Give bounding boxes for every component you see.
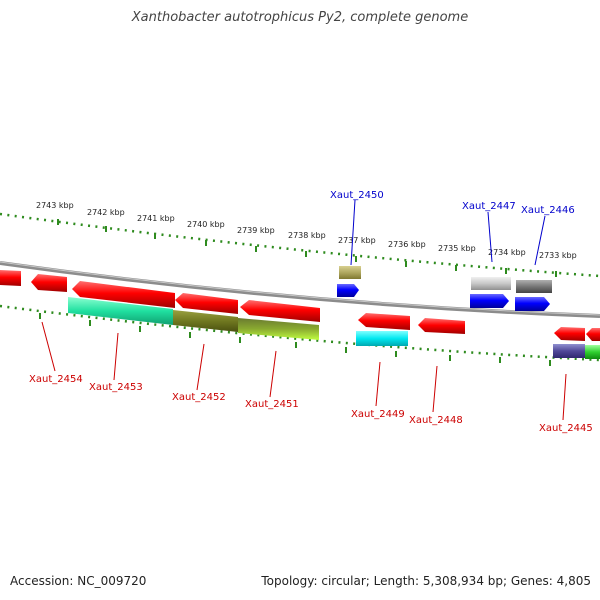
genome-backbone bbox=[0, 261, 600, 318]
gene-arrow bbox=[554, 327, 585, 341]
feature-block bbox=[553, 344, 585, 358]
gene-arrow bbox=[72, 281, 175, 308]
feature-block bbox=[173, 310, 238, 332]
gene-label: Xaut_2445 bbox=[539, 423, 593, 434]
scale-tick-label: 2741 kbp bbox=[137, 214, 175, 223]
forward-label-leaders bbox=[350, 199, 546, 266]
scale-major-ticks bbox=[57, 219, 557, 277]
gene-arrow bbox=[358, 313, 410, 330]
scale-tick-label: 2740 kbp bbox=[187, 220, 225, 229]
gene-label: Xaut_2450 bbox=[330, 190, 384, 201]
feature-block bbox=[471, 277, 511, 290]
forward-gene-labels: Xaut_2450 Xaut_2447 Xaut_2446 bbox=[330, 190, 575, 216]
scale-tick-label: 2733 kbp bbox=[539, 251, 577, 260]
gene-arrow bbox=[337, 284, 359, 297]
feature-block bbox=[339, 266, 361, 279]
gene-arrow bbox=[175, 293, 238, 314]
gene-arrow bbox=[418, 318, 465, 334]
gene-label: Xaut_2448 bbox=[409, 415, 463, 426]
genome-summary: Topology: circular; Length: 5,308,934 bp… bbox=[261, 574, 591, 588]
feature-block bbox=[356, 331, 408, 346]
scale-tick-labels: 2743 kbp 2742 kbp 2741 kbp 2740 kbp 2739… bbox=[36, 201, 577, 260]
scale-tick-label: 2738 kbp bbox=[288, 231, 326, 240]
gene-label: Xaut_2452 bbox=[172, 392, 226, 403]
lower-ruler bbox=[0, 304, 600, 362]
scale-tick-label: 2734 kbp bbox=[488, 248, 526, 257]
accession-text: Accession: NC_009720 bbox=[10, 574, 147, 588]
feature-block bbox=[516, 280, 552, 293]
gene-arrow bbox=[240, 300, 320, 322]
reverse-strand-features bbox=[0, 270, 600, 359]
gene-arrow bbox=[470, 294, 509, 308]
scale-tick-label: 2737 kbp bbox=[338, 236, 376, 245]
feature-block bbox=[68, 297, 173, 325]
lower-ruler-ticks bbox=[39, 313, 551, 366]
scale-tick-label: 2743 kbp bbox=[36, 201, 74, 210]
scale-tick-label: 2742 kbp bbox=[87, 208, 125, 217]
feature-block bbox=[585, 345, 600, 359]
gene-arrow bbox=[31, 274, 67, 292]
gene-arrow bbox=[0, 270, 21, 286]
gene-label: Xaut_2451 bbox=[245, 399, 299, 410]
gene-arrow bbox=[586, 328, 600, 341]
scale-ruler bbox=[0, 212, 600, 278]
genome-backbone-highlight bbox=[0, 261, 600, 316]
scale-tick-label: 2735 kbp bbox=[438, 244, 476, 253]
gene-arrow bbox=[515, 297, 550, 311]
gene-label: Xaut_2449 bbox=[351, 409, 405, 420]
scale-tick-label: 2739 kbp bbox=[237, 226, 275, 235]
feature-block bbox=[238, 318, 319, 340]
forward-strand-features bbox=[337, 266, 552, 311]
gene-label: Xaut_2447 bbox=[462, 201, 516, 212]
gene-label: Xaut_2454 bbox=[29, 374, 83, 385]
reverse-label-leaders bbox=[41, 321, 567, 421]
gene-label: Xaut_2453 bbox=[89, 382, 143, 393]
gene-label: Xaut_2446 bbox=[521, 205, 575, 216]
map-title: Xanthobacter autotrophicus Py2, complete… bbox=[131, 10, 469, 25]
reverse-gene-labels: Xaut_2454 Xaut_2453 Xaut_2452 Xaut_2451 … bbox=[29, 374, 593, 434]
scale-tick-label: 2736 kbp bbox=[388, 240, 426, 249]
